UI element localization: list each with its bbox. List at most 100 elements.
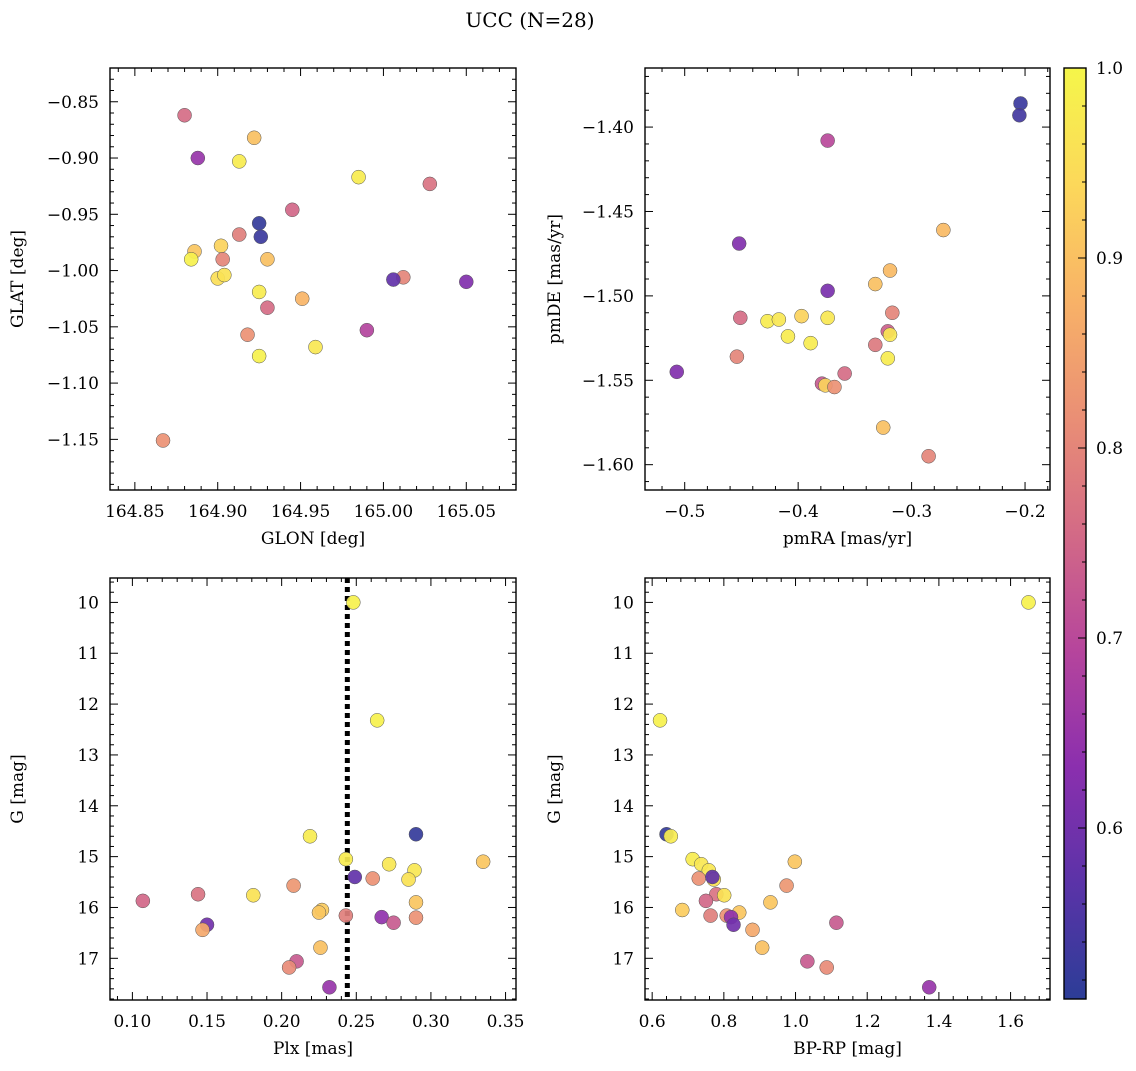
data-point bbox=[675, 902, 690, 918]
y-tick-label: 13 bbox=[612, 746, 634, 766]
data-point bbox=[868, 337, 883, 353]
data-point bbox=[338, 908, 354, 923]
data-point bbox=[703, 908, 718, 923]
x-tick-label: 164.90 bbox=[188, 502, 247, 522]
data-point bbox=[285, 202, 300, 218]
x-tick-label: 0.10 bbox=[113, 1012, 151, 1032]
data-point bbox=[885, 305, 900, 321]
data-point bbox=[936, 222, 951, 238]
data-point bbox=[374, 909, 389, 925]
data-point bbox=[135, 893, 151, 909]
y-tick-label: 15 bbox=[612, 848, 634, 868]
data-point bbox=[827, 379, 842, 395]
data-point bbox=[745, 922, 760, 938]
data-point bbox=[251, 284, 267, 300]
data-point bbox=[195, 922, 210, 938]
data-point bbox=[308, 339, 323, 355]
data-point bbox=[731, 236, 747, 251]
colorbar: 0.6 0.7 0.8 0.9 1.0 bbox=[1063, 59, 1123, 1000]
x-tick-label: 165.05 bbox=[437, 502, 496, 522]
data-point bbox=[763, 895, 778, 910]
data-point bbox=[875, 420, 891, 435]
y-tick-label: −0.85 bbox=[47, 93, 99, 113]
y-tick-label: −1.40 bbox=[582, 118, 634, 138]
scatter-panel-4: 0.6 0.8 1.0 1.2 1.4 1.6 10 11 12 13 14 15 16 17 BP-RP … bbox=[545, 577, 1051, 1059]
colorbar-tick-label: 0.8 bbox=[1096, 439, 1123, 459]
y-tick-label: 14 bbox=[77, 797, 99, 817]
data-point bbox=[921, 448, 936, 464]
y-tick-label: −1.00 bbox=[47, 262, 99, 282]
x-tick-label: 1.4 bbox=[925, 1012, 952, 1032]
data-point bbox=[386, 272, 401, 287]
y-tick-label: −1.45 bbox=[582, 202, 634, 222]
data-point bbox=[347, 869, 363, 885]
data-point bbox=[779, 878, 794, 893]
x-tick-label: 164.95 bbox=[271, 502, 330, 522]
x-tick-label: 0.30 bbox=[412, 1012, 450, 1032]
y-tick-label: 10 bbox=[612, 593, 634, 613]
data-point bbox=[155, 433, 171, 448]
data-point bbox=[882, 327, 898, 342]
colorbar-tick-label: 0.6 bbox=[1096, 819, 1123, 839]
data-point bbox=[401, 872, 416, 887]
y-tick-label: 16 bbox=[77, 898, 99, 918]
y-tick-label: 10 bbox=[77, 593, 99, 613]
y-tick-label: 12 bbox=[612, 695, 634, 715]
data-point bbox=[346, 595, 361, 610]
data-point bbox=[1012, 108, 1027, 123]
data-point bbox=[302, 829, 318, 844]
y-tick-label: −0.90 bbox=[47, 149, 99, 169]
x-tick-label: 1.6 bbox=[997, 1012, 1024, 1032]
data-point bbox=[829, 915, 844, 930]
data-point bbox=[729, 349, 745, 364]
y-tick-label: 13 bbox=[77, 746, 99, 766]
data-point bbox=[253, 229, 269, 245]
y-tick-label: 17 bbox=[77, 949, 99, 969]
data-point bbox=[837, 366, 852, 381]
data-point bbox=[240, 327, 255, 342]
data-point bbox=[868, 276, 883, 292]
data-point bbox=[338, 851, 354, 867]
x-tick-label: 0.35 bbox=[487, 1012, 525, 1032]
x-tick-label: −0.3 bbox=[891, 502, 932, 522]
data-point bbox=[251, 216, 267, 231]
data-point bbox=[820, 133, 835, 148]
data-point bbox=[351, 169, 366, 185]
data-point bbox=[921, 980, 937, 995]
data-point bbox=[669, 364, 685, 380]
y-tick-label: 15 bbox=[77, 848, 99, 868]
y-axis-label: G [mag] bbox=[545, 754, 565, 823]
data-point bbox=[311, 905, 327, 920]
data-point bbox=[322, 980, 337, 995]
x-tick-label: 165.00 bbox=[354, 502, 413, 522]
scatter-panel-1: 164.85 164.90 164.95 165.00 165.05 −1.15 −1.10… bbox=[8, 67, 517, 549]
data-point bbox=[381, 856, 397, 872]
data-point bbox=[459, 274, 474, 290]
y-tick-label: −1.50 bbox=[582, 287, 634, 307]
data-point bbox=[260, 300, 275, 315]
data-point bbox=[820, 283, 835, 299]
y-axis-label: G [mag] bbox=[8, 754, 28, 823]
x-tick-label: 1.0 bbox=[782, 1012, 809, 1032]
x-tick-label: 0.6 bbox=[639, 1012, 666, 1032]
data-point bbox=[213, 238, 229, 254]
figure-title: UCC (N=28) bbox=[465, 8, 594, 32]
y-tick-label: −1.15 bbox=[47, 430, 99, 450]
data-point bbox=[294, 291, 310, 306]
x-tick-label: −0.4 bbox=[778, 502, 819, 522]
data-point bbox=[190, 886, 206, 902]
data-point bbox=[716, 888, 732, 903]
data-point bbox=[803, 335, 818, 351]
y-tick-label: −0.95 bbox=[47, 205, 99, 225]
data-point bbox=[652, 713, 668, 728]
data-point bbox=[246, 130, 262, 146]
colorbar-tick-label: 1.0 bbox=[1096, 59, 1123, 79]
data-point bbox=[800, 954, 815, 969]
scatter-panel-2: −0.5 −0.4 −0.3 −0.2 −1.60 −1.55 −1.50 −1.45 −1.4… bbox=[545, 67, 1051, 549]
x-tick-label: 0.20 bbox=[263, 1012, 301, 1032]
x-tick-label: −0.5 bbox=[664, 502, 705, 522]
data-point bbox=[313, 940, 328, 955]
x-axis-label: BP-RP [mag] bbox=[793, 1039, 902, 1059]
data-point bbox=[251, 348, 267, 364]
x-tick-label: 0.25 bbox=[337, 1012, 375, 1032]
